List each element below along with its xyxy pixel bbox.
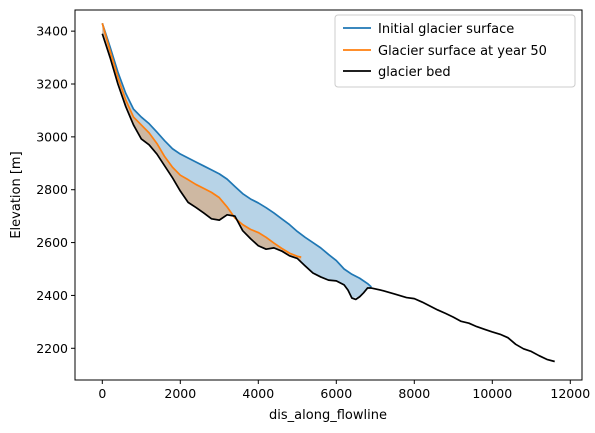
y-tick-label: 2200 [36,341,68,356]
x-tick-label: 8000 [398,386,430,401]
x-tick-label: 12000 [550,386,590,401]
y-tick-label: 3400 [36,24,68,39]
x-tick-label: 6000 [320,386,352,401]
series-line-initial-surface [101,22,372,288]
x-tick-label: 2000 [164,386,196,401]
y-axis-label: Elevation [m] [9,151,24,238]
legend-label-year50: Glacier surface at year 50 [378,44,547,59]
y-axis-ticks: 2200 2400 2600 2800 3000 3200 3400 [36,24,75,356]
series-line-year50-surface [101,22,302,258]
fill-initial-surface [102,23,372,299]
legend: Initial glacier surface Glacier surface … [334,14,576,88]
legend-label-initial: Initial glacier surface [378,22,514,37]
y-tick-label: 2600 [36,235,68,250]
legend-box [334,14,576,88]
fill-areas [102,23,372,299]
y-tick-label: 3000 [36,129,68,144]
plot-frame [74,9,583,381]
x-tick-label: 10000 [472,386,512,401]
x-tick-label: 4000 [242,386,274,401]
x-tick-label: 0 [98,386,106,401]
legend-label-bed: glacier bed [378,65,451,80]
series-lines [101,22,555,363]
y-tick-label: 2400 [36,288,68,303]
x-axis-ticks: 0 2000 4000 6000 8000 10000 12000 [98,380,590,401]
y-tick-label: 2800 [36,182,68,197]
y-tick-label: 3200 [36,77,68,92]
x-axis-label: dis_along_flowline [269,408,387,423]
series-line-glacier-bed [101,33,555,363]
